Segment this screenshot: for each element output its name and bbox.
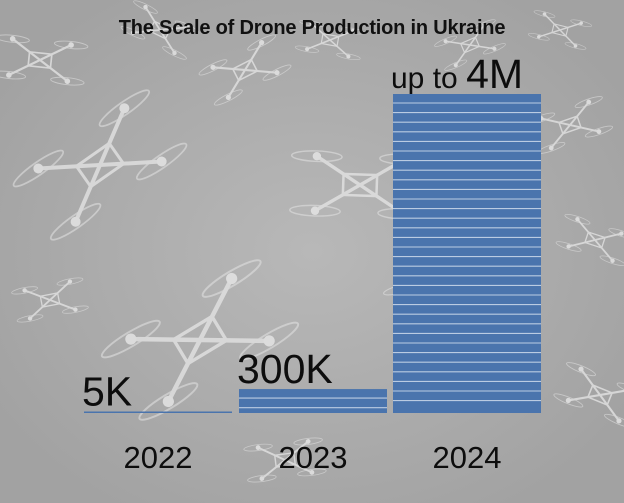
drone-silhouette [434, 19, 506, 71]
drone-silhouette [120, 0, 200, 60]
drone-silhouette [100, 259, 300, 421]
bar-2022 [84, 411, 232, 413]
value-label-2022: 5K [82, 369, 132, 415]
drone-silhouette [553, 362, 624, 428]
drone-silhouette [289, 150, 431, 220]
drone-silhouette [243, 437, 327, 483]
x-tick-label-2022: 2022 [124, 440, 193, 475]
x-tick-label-2023: 2023 [279, 440, 348, 475]
drone-silhouette [528, 10, 592, 50]
value-label-2023: 300K [237, 346, 333, 392]
drone-silhouette [11, 277, 89, 323]
x-tick-label-2024: 2024 [433, 440, 502, 475]
drone-silhouette [294, 19, 366, 61]
chart-title: The Scale of Drone Production in Ukraine [118, 17, 506, 39]
value-label-2024: up to 4M [391, 51, 523, 97]
drone-silhouette [198, 34, 292, 106]
drone-silhouette [555, 214, 624, 266]
drone-silhouette [12, 89, 188, 241]
bar-2024 [393, 94, 541, 413]
bar-2023 [239, 389, 387, 413]
drone-silhouette [0, 34, 89, 86]
